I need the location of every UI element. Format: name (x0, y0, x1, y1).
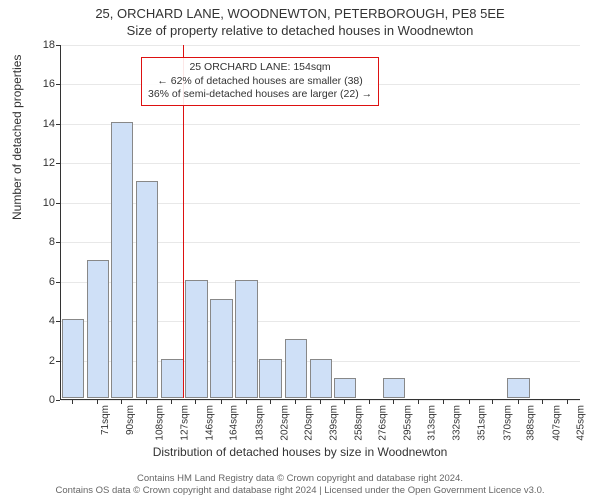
x-tick-label: 239sqm (328, 405, 339, 441)
x-tick-label: 258sqm (354, 405, 365, 441)
x-tick-mark (320, 400, 321, 404)
histogram-bar (259, 359, 282, 398)
x-tick-mark (492, 400, 493, 404)
y-tick-label: 16 (35, 78, 55, 90)
histogram-bar (111, 122, 134, 398)
x-tick-mark (344, 400, 345, 404)
x-tick-mark (97, 400, 98, 404)
histogram-bar (507, 378, 530, 398)
x-tick-mark (246, 400, 247, 404)
y-tick-label: 12 (35, 157, 55, 169)
y-tick-label: 8 (35, 236, 55, 248)
y-tick-label: 0 (35, 394, 55, 406)
y-tick-label: 6 (35, 276, 55, 288)
x-tick-mark (72, 400, 73, 404)
gridline (61, 124, 580, 125)
histogram-bar (310, 359, 333, 398)
x-tick-mark (195, 400, 196, 404)
title-line-1: 25, ORCHARD LANE, WOODNEWTON, PETERBOROU… (0, 6, 600, 21)
x-tick-mark (369, 400, 370, 404)
x-tick-label: 127sqm (180, 405, 191, 441)
footer-line-1: Contains HM Land Registry data © Crown c… (0, 473, 600, 484)
x-tick-label: 202sqm (279, 405, 290, 441)
x-tick-label: 276sqm (377, 405, 388, 441)
histogram-bar (334, 378, 357, 398)
x-tick-mark (542, 400, 543, 404)
y-tick-mark (56, 203, 60, 204)
x-tick-mark (443, 400, 444, 404)
x-tick-label: 351sqm (477, 405, 488, 441)
histogram-bar (161, 359, 184, 398)
x-tick-mark (146, 400, 147, 404)
x-tick-label: 425sqm (575, 405, 586, 441)
x-tick-label: 295sqm (403, 405, 414, 441)
y-tick-mark (56, 45, 60, 46)
x-tick-mark (221, 400, 222, 404)
x-tick-mark (518, 400, 519, 404)
histogram-bar (87, 260, 110, 398)
x-tick-label: 370sqm (502, 405, 513, 441)
chart-title-block: 25, ORCHARD LANE, WOODNEWTON, PETERBOROU… (0, 0, 600, 38)
x-axis-label: Distribution of detached houses by size … (0, 445, 600, 459)
gridline (61, 45, 580, 46)
gridline (61, 163, 580, 164)
annotation-line-1: 25 ORCHARD LANE: 154sqm (148, 61, 372, 75)
y-tick-mark (56, 282, 60, 283)
y-tick-mark (56, 124, 60, 125)
y-tick-mark (56, 242, 60, 243)
y-tick-label: 4 (35, 315, 55, 327)
footer-attribution: Contains HM Land Registry data © Crown c… (0, 473, 600, 496)
histogram-bar (185, 280, 208, 398)
y-tick-label: 18 (35, 39, 55, 51)
x-tick-label: 388sqm (526, 405, 537, 441)
annotation-line-3: 36% of semi-detached houses are larger (… (148, 88, 372, 102)
x-tick-label: 71sqm (100, 405, 111, 435)
x-tick-label: 90sqm (125, 405, 136, 435)
x-tick-label: 164sqm (229, 405, 240, 441)
footer-line-2: Contains OS data © Crown copyright and d… (0, 485, 600, 496)
histogram-bar (235, 280, 258, 398)
x-tick-label: 332sqm (452, 405, 463, 441)
x-tick-label: 146sqm (205, 405, 216, 441)
histogram-bar (62, 319, 85, 398)
x-tick-label: 407sqm (551, 405, 562, 441)
histogram-bar (285, 339, 308, 398)
y-tick-mark (56, 163, 60, 164)
y-tick-mark (56, 400, 60, 401)
y-tick-label: 14 (35, 118, 55, 130)
x-tick-mark (469, 400, 470, 404)
annotation-box: 25 ORCHARD LANE: 154sqm← 62% of detached… (141, 57, 379, 106)
y-tick-mark (56, 361, 60, 362)
x-tick-label: 220sqm (303, 405, 314, 441)
x-tick-mark (270, 400, 271, 404)
y-axis-label: Number of detached properties (10, 55, 24, 220)
plot-area: 25 ORCHARD LANE: 154sqm← 62% of detached… (60, 45, 580, 400)
y-tick-mark (56, 321, 60, 322)
x-tick-mark (418, 400, 419, 404)
x-tick-mark (567, 400, 568, 404)
x-tick-mark (393, 400, 394, 404)
title-line-2: Size of property relative to detached ho… (0, 23, 600, 38)
x-tick-label: 183sqm (254, 405, 265, 441)
histogram-bar (210, 299, 233, 398)
x-tick-label: 108sqm (155, 405, 166, 441)
histogram-bar (136, 181, 159, 398)
y-tick-label: 2 (35, 355, 55, 367)
x-tick-label: 313sqm (427, 405, 438, 441)
x-tick-mark (171, 400, 172, 404)
x-tick-mark (121, 400, 122, 404)
x-tick-mark (295, 400, 296, 404)
y-tick-label: 10 (35, 197, 55, 209)
histogram-bar (383, 378, 406, 398)
chart-area: 25 ORCHARD LANE: 154sqm← 62% of detached… (50, 45, 580, 400)
y-tick-mark (56, 84, 60, 85)
annotation-line-2: ← 62% of detached houses are smaller (38… (148, 75, 372, 89)
